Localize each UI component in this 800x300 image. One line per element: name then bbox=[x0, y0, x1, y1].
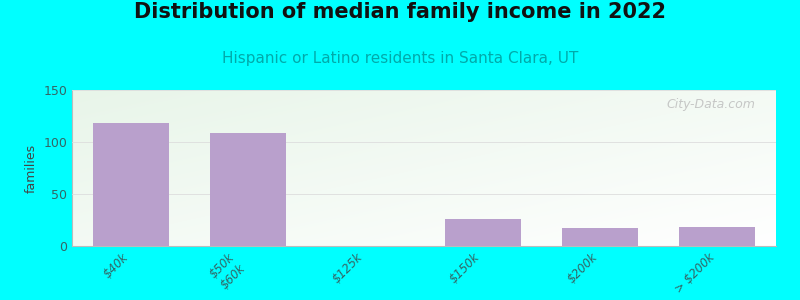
Bar bbox=[679, 227, 755, 246]
Y-axis label: families: families bbox=[25, 143, 38, 193]
Text: Distribution of median family income in 2022: Distribution of median family income in … bbox=[134, 2, 666, 22]
Text: Hispanic or Latino residents in Santa Clara, UT: Hispanic or Latino residents in Santa Cl… bbox=[222, 51, 578, 66]
Bar bbox=[445, 219, 521, 246]
Text: City-Data.com: City-Data.com bbox=[666, 98, 755, 111]
Bar bbox=[93, 123, 169, 246]
Bar bbox=[210, 133, 286, 246]
Bar bbox=[562, 228, 638, 246]
